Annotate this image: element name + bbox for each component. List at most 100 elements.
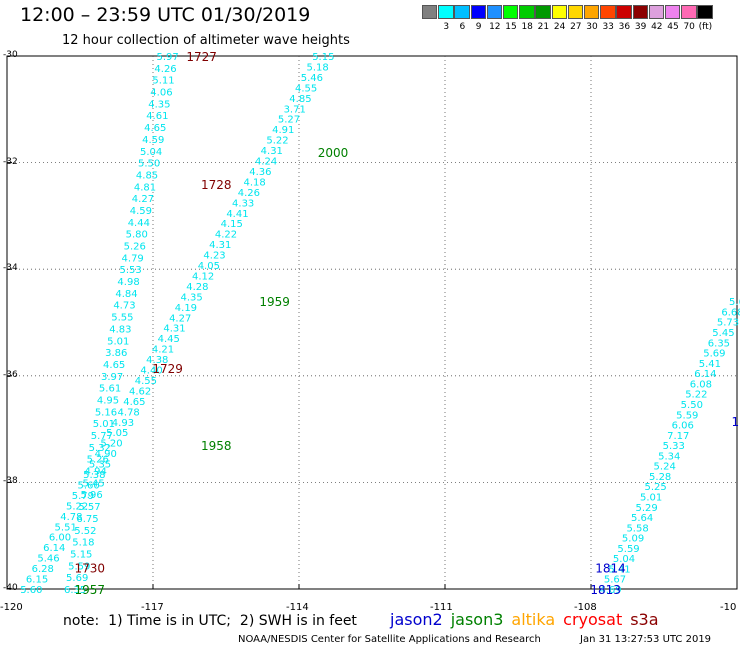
wave-height-value: 5.59 xyxy=(68,561,90,572)
wave-height-value: 5.96 xyxy=(80,490,102,501)
wave-height-value: 4.81 xyxy=(134,182,156,193)
wave-height-value: 4.31 xyxy=(163,324,185,335)
scale-swatch xyxy=(535,5,551,19)
scale-swatch xyxy=(454,5,470,19)
wave-height-value: 5.22 xyxy=(66,501,88,512)
wave-height-value: 4.65 xyxy=(103,360,125,371)
wave-height-value: 5.60 xyxy=(20,585,42,596)
wave-height-value: 4.41 xyxy=(226,209,248,220)
wave-height-value: 5.01 xyxy=(93,419,115,430)
time-label: 1815 xyxy=(731,415,740,429)
wave-height-value: 5.35 xyxy=(89,460,111,471)
wave-height-value: 4.33 xyxy=(232,198,254,209)
wave-height-value: 5.53 xyxy=(119,265,141,276)
wave-height-value: 4.24 xyxy=(255,157,277,168)
generated-timestamp: Jan 31 13:27:53 UTC 2019 xyxy=(580,634,712,645)
scale-label: 36 xyxy=(618,22,631,32)
wave-height-value: 5.69 xyxy=(66,573,88,584)
wave-height-value: 4.55 xyxy=(295,83,317,94)
wave-height-value: 5.77 xyxy=(91,431,113,442)
wave-height-value: 5.50 xyxy=(681,400,703,411)
x-tick-label: -120 xyxy=(0,602,23,613)
legend-entry-jason3: jason3 xyxy=(450,610,504,629)
wave-height-value: 4.35 xyxy=(181,292,203,303)
scale-swatch xyxy=(438,5,454,19)
wave-height-value: 4.40 xyxy=(140,366,162,377)
wave-height-value: 5.50 xyxy=(138,159,160,170)
wave-height-value: 4.31 xyxy=(261,146,283,157)
scale-swatch xyxy=(616,5,632,19)
wave-height-value: 4.27 xyxy=(169,313,191,324)
y-tick-label: -34 xyxy=(3,263,18,274)
wave-height-value: 5.55 xyxy=(111,313,133,324)
time-label: 1957 xyxy=(74,583,105,597)
wave-height-value: 4.05 xyxy=(198,261,220,272)
wave-height-value: 5.22 xyxy=(685,390,707,401)
wave-height-value: 4.91 xyxy=(272,125,294,136)
wave-height-value: 5.34 xyxy=(658,451,680,462)
scale-swatch xyxy=(600,5,616,19)
wave-height-value: 5.45 xyxy=(82,478,104,489)
wave-height-value: 4.12 xyxy=(192,271,214,282)
wave-height-value: 5.18 xyxy=(306,62,328,73)
scale-label: 24 xyxy=(553,22,566,32)
plot-frame xyxy=(6,55,738,590)
wave-height-value: 5.15 xyxy=(70,549,92,560)
x-tick-label: -10 xyxy=(720,602,737,613)
scale-swatch xyxy=(665,5,681,19)
wave-height-value: 6.35 xyxy=(708,338,730,349)
wave-height-value: 3.86 xyxy=(105,348,127,359)
wave-height-value: 5.28 xyxy=(649,472,671,483)
scale-swatch xyxy=(567,5,584,19)
wave-height-value: 4.59 xyxy=(142,135,164,146)
time-label: 1728 xyxy=(201,178,232,192)
wave-height-value: 6.15 xyxy=(26,575,48,586)
scale-label: 27 xyxy=(570,22,582,32)
legend-entry-s3a: s3a xyxy=(630,610,659,629)
wave-height-value: 5.11 xyxy=(152,76,174,87)
wave-height-value: 6.08 xyxy=(690,379,712,390)
wave-height-value: 4.36 xyxy=(249,167,271,178)
wave-height-value: 6.14 xyxy=(43,543,65,554)
wave-height-value: 5.05 xyxy=(106,428,128,439)
wave-height-value: 4.73 xyxy=(113,301,135,312)
wave-height-value: 4.18 xyxy=(243,177,265,188)
scale-swatch xyxy=(632,5,648,19)
scale-label: 39 xyxy=(634,22,647,32)
wave-height-value: 5.69 xyxy=(703,349,725,360)
wave-height-value: 5.25 xyxy=(645,482,667,493)
time-label: 1814 xyxy=(595,562,626,576)
scale-swatch xyxy=(648,5,665,19)
wave-height-value: 4.31 xyxy=(209,240,231,251)
wave-height-value: 5.59 xyxy=(617,544,639,555)
wave-height-value: 4.62 xyxy=(129,386,151,397)
time-label: 1959 xyxy=(259,295,290,309)
wave-height-value: 5.97 xyxy=(156,52,178,63)
scale-swatch xyxy=(470,5,486,19)
wave-height-value: 5.38 xyxy=(83,470,105,481)
wave-height-value: 5.58 xyxy=(626,523,648,534)
wave-height-value: 6.14 xyxy=(694,369,716,380)
time-label: 2000 xyxy=(318,146,349,160)
wave-height-value: 4.85 xyxy=(136,170,158,181)
x-tick-label: -117 xyxy=(141,602,164,613)
x-tick-label: -111 xyxy=(430,602,453,613)
wave-height-value: 5.46 xyxy=(301,73,323,84)
wave-height-value: 5.26 xyxy=(124,242,146,253)
scale-label: 6 xyxy=(459,22,466,32)
scale-swatch xyxy=(551,5,567,19)
wave-height-value: 5.27 xyxy=(278,115,300,126)
wave-height-value: 5.59 xyxy=(676,410,698,421)
wave-height-value: 3.71 xyxy=(284,104,306,115)
wave-height-value: 4.44 xyxy=(128,218,150,229)
time-label: 1730 xyxy=(74,562,105,576)
scale-swatch xyxy=(681,5,697,19)
wave-height-value: 5.22 xyxy=(266,136,288,147)
wave-height-value: 5.6 xyxy=(729,297,740,308)
wave-height-value: 5.61 xyxy=(99,384,121,395)
wave-height-value: 4.78 xyxy=(118,407,140,418)
wave-height-value: 4.21 xyxy=(152,345,174,356)
y-tick-label: -38 xyxy=(3,476,18,487)
wave-height-value: 5.46 xyxy=(37,554,59,565)
wave-height-value: 4.59 xyxy=(130,206,152,217)
